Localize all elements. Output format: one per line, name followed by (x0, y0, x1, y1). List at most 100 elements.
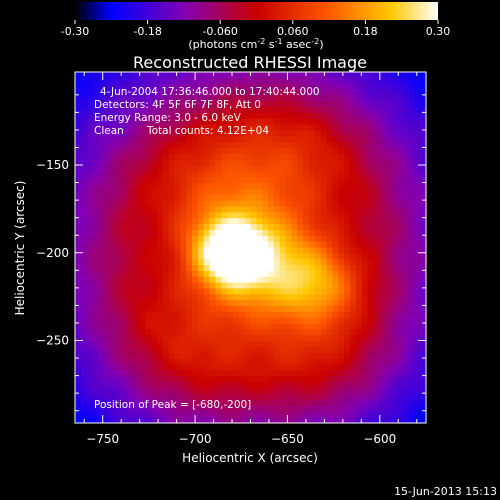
heatmap-cell (110, 189, 117, 196)
colorbar-tick-label: -0.30 (61, 25, 89, 38)
heatmap-cell (203, 323, 211, 330)
heatmap-cell (174, 335, 181, 342)
heatmap-cell (268, 294, 275, 301)
heatmap-cell (232, 142, 240, 149)
heatmap-cell (297, 241, 304, 249)
heatmap-cell (414, 417, 421, 423)
heatmap-cell (156, 101, 164, 108)
heatmap-cell (273, 253, 281, 260)
heatmap-cell (396, 329, 404, 336)
heatmap-cell (121, 229, 129, 237)
heatmap-cell (86, 224, 94, 231)
heatmap-cell (86, 417, 94, 423)
heatmap-cell (180, 341, 187, 348)
colorbar (75, 2, 438, 20)
heatmap-cell (273, 101, 281, 108)
heatmap-cell (151, 224, 158, 231)
heatmap-cell (379, 241, 386, 249)
heatmap-cell (344, 341, 351, 348)
heatmap-cell (215, 229, 222, 237)
heatmap-cell (297, 341, 304, 348)
heatmap-cell (361, 352, 369, 360)
heatmap-cell (262, 352, 269, 360)
heatmap-cell (232, 294, 240, 301)
heatmap-cell (115, 417, 123, 423)
heatmap-cell (262, 194, 269, 202)
heatmap-cell (349, 323, 357, 330)
heatmap-cell (420, 405, 426, 412)
heatmap-cell (215, 72, 222, 79)
heatmap-cell (121, 218, 129, 225)
heatmap-cell (291, 294, 298, 301)
heatmap-cell (268, 341, 275, 348)
heatmap-cell (92, 218, 99, 225)
heatmap-cell (344, 306, 351, 313)
heatmap-cell (379, 341, 386, 348)
heatmap-cell (215, 212, 222, 219)
heatmap-cell (192, 206, 199, 213)
heatmap-cell (98, 317, 105, 325)
heatmap-cell (367, 118, 374, 126)
heatmap-cell (256, 311, 263, 319)
heatmap-cell (338, 358, 345, 366)
heatmap-cell (115, 235, 123, 243)
heatmap-cell (414, 136, 421, 143)
heatmap-cell (349, 77, 357, 85)
heatmap-cell (349, 341, 357, 348)
heatmap-cell (291, 241, 298, 249)
heatmap-cell (367, 417, 374, 423)
heatmap-cell (197, 153, 205, 161)
heatmap-cell (92, 282, 99, 290)
heatmap-cell (285, 370, 293, 377)
heatmap-cell (338, 399, 345, 407)
heatmap-cell (203, 358, 211, 366)
heatmap-cell (338, 335, 345, 342)
heatmap-cell (420, 118, 426, 126)
heatmap-cell (279, 364, 287, 371)
heatmap-cell (326, 212, 333, 219)
heatmap-cell (268, 107, 275, 114)
heatmap-cell (303, 212, 310, 219)
heatmap-cell (367, 358, 374, 366)
heatmap-cell (162, 306, 170, 313)
heatmap-cell (338, 107, 345, 114)
heatmap-cell (221, 311, 228, 319)
heatmap-cell (326, 235, 333, 243)
heatmap-cell (303, 83, 310, 91)
heatmap-cell (379, 130, 386, 137)
heatmap-cell (156, 323, 164, 330)
heatmap-cell (320, 364, 328, 371)
heatmap-cell (238, 136, 246, 143)
heatmap-cell (232, 148, 240, 155)
heatmap-cell (361, 118, 369, 126)
heatmap-cell (238, 300, 246, 307)
heatmap-cell (215, 259, 222, 266)
heatmap-cell (110, 417, 117, 423)
heatmap-cell (408, 77, 415, 85)
heatmap-cell (273, 183, 281, 190)
heatmap-cell (75, 118, 82, 126)
heatmap-cell (268, 405, 275, 412)
heatmap-cell (349, 212, 357, 219)
heatmap-cell (86, 311, 94, 319)
heatmap-cell (162, 276, 170, 284)
heatmap-cell (174, 124, 181, 132)
heatmap-cell (244, 89, 252, 96)
heatmap-cell (367, 387, 374, 395)
heatmap-cell (349, 276, 357, 284)
heatmap-cell (291, 224, 298, 231)
y-tick-label: −250 (36, 334, 69, 348)
heatmap-cell (303, 235, 310, 243)
heatmap-cell (420, 142, 426, 149)
heatmap-cell (291, 288, 298, 295)
heatmap-cell (127, 153, 135, 161)
heatmap-cell (121, 317, 129, 325)
heatmap-cell (414, 247, 421, 254)
heatmap-cell (80, 358, 88, 366)
heatmap-cell (367, 241, 374, 249)
heatmap-cell (244, 364, 252, 371)
heatmap-cell (303, 341, 310, 348)
heatmap-cell (385, 118, 392, 126)
heatmap-cell (314, 405, 322, 412)
heatmap-cell (227, 200, 234, 208)
